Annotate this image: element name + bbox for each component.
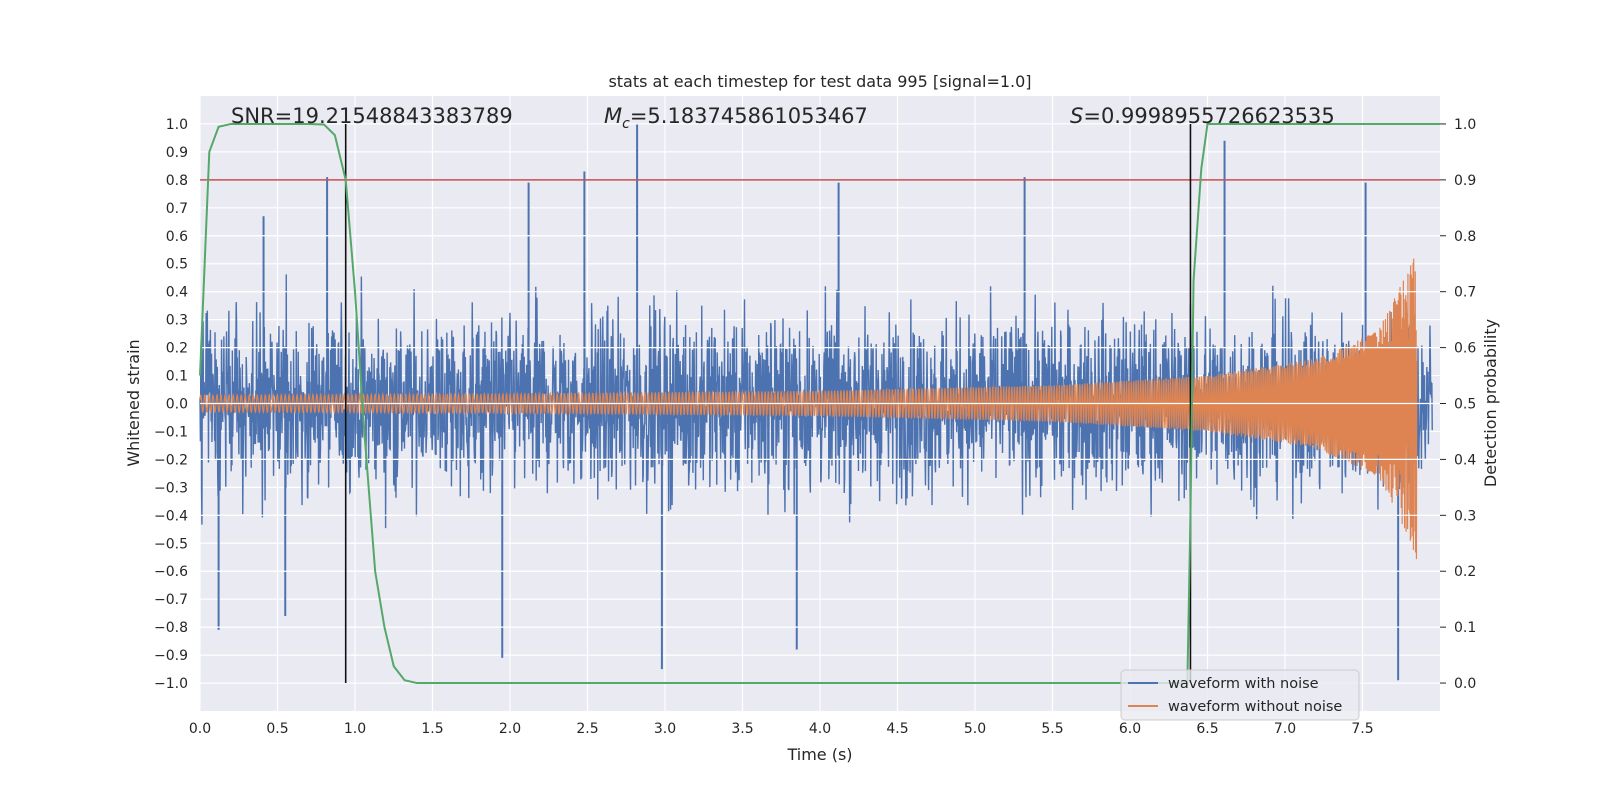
x-tick-label: 7.5 [1351,721,1373,737]
y2-tick-label: 0.2 [1454,564,1476,580]
x-tick-label: 5.0 [964,721,986,737]
chirp-mass-value: =5.183745861053467 [630,104,868,128]
chirp-mass-subscript: c [622,116,630,132]
x-tick-label: 5.5 [1041,721,1063,737]
y-tick-label: −0.8 [154,620,188,636]
y-tick-label: 0.6 [166,229,188,245]
y2-tick-label: 1.0 [1454,117,1476,133]
y-tick-label: −1.0 [154,676,188,692]
legend-label-clean: waveform without noise [1168,699,1342,715]
y2-tick-label: 0.8 [1454,229,1476,245]
y-axis-label: Whitened strain [124,339,143,466]
vertical-marker-layer [344,123,1192,684]
score-symbol: S [1070,104,1083,128]
y-tick-label: −0.6 [154,564,188,580]
y-tick-label: 0.3 [166,313,188,329]
y2-tick-label: 0.3 [1454,508,1476,524]
y-tick-label: 0.0 [166,397,188,413]
y-tick-label: 0.9 [166,145,188,161]
y-tick-label: −0.7 [154,592,188,608]
legend-box [1120,669,1360,721]
x-tick-label: 4.0 [809,721,831,737]
y2-tick-label: 0.4 [1454,452,1476,468]
y-tick-label: −0.9 [154,648,188,664]
x-tick-label: 1.0 [344,721,366,737]
x-tick-label: 1.5 [421,721,443,737]
legend-label-noise: waveform with noise [1168,676,1319,692]
x-tick-label: 4.5 [886,721,908,737]
y2-tick-label: 0.5 [1454,397,1476,413]
y2-tick-label: 0.6 [1454,341,1476,357]
x-axis-label: Time (s) [786,745,852,764]
y-tick-label: 0.1 [166,369,188,385]
y2-tick-label: 0.1 [1454,620,1476,636]
y2-tick-label: 0.0 [1454,676,1476,692]
x-tick-label: 0.5 [266,721,288,737]
probability-series-layer [199,122,1440,685]
y-tick-label: −0.2 [154,452,188,468]
y2-tick-label: 0.9 [1454,173,1476,189]
y-tick-label: −0.3 [154,480,188,496]
y-tick-label: −0.5 [154,536,188,552]
x-tick-label: 2.0 [499,721,521,737]
y-tick-label: 0.2 [166,341,188,357]
x-tick-label: 2.5 [576,721,598,737]
y2-grid-layer [200,123,1440,684]
y-tick-label: 0.8 [166,173,188,189]
y-tick-label: −0.4 [154,508,188,524]
x-tick-label: 3.0 [654,721,676,737]
chirp-series-line [199,258,1418,560]
x-tick-label: 0.0 [189,721,211,737]
x-tick-label: 6.5 [1196,721,1218,737]
y2-tick-label: 0.7 [1454,285,1476,301]
probability-series-line [199,122,1440,685]
x-tick-label: 3.5 [731,721,753,737]
snr-annotation: SNR=19.21548843383789 [231,104,513,128]
y-tick-label: −0.1 [154,424,188,440]
score-value: =0.9998955726623535 [1083,104,1334,128]
y-tick-label: 1.0 [166,117,188,133]
y2-axis-label: Detection probability [1481,319,1500,487]
y-tick-label: 0.5 [166,257,188,273]
x-tick-label: 6.0 [1119,721,1141,737]
legend: waveform with noise waveform without noi… [1120,669,1360,721]
x-tick-label: 7.0 [1274,721,1296,737]
chirp-mass-annotation: Mc=5.183745861053467 [604,104,868,132]
chart-title: stats at each timestep for test data 995… [608,72,1031,91]
ticks-layer: 0.0 0.5 1.0 1.5 2.0 2.5 3.0 3.5 4.0 4.5 5.0 5.5 6.0 6… [154,117,1476,737]
score-annotation: S=0.9998955726623535 [1070,104,1335,128]
chirp-mass-symbol: M [604,104,622,128]
chirp-series-layer [199,258,1418,560]
y-tick-label: 0.7 [166,201,188,217]
y-tick-label: 0.4 [166,285,188,301]
